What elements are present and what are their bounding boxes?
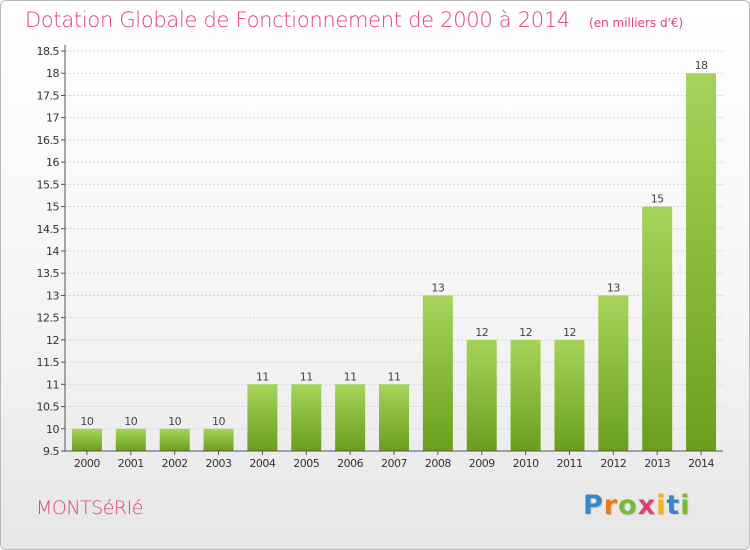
- bar: [71, 428, 102, 451]
- data-label: 12: [519, 326, 532, 339]
- y-tick-label: 13: [46, 289, 59, 302]
- data-label: 12: [475, 326, 488, 339]
- bar: [598, 295, 629, 451]
- y-tick-label: 10: [46, 423, 59, 436]
- y-tick-label: 12: [46, 334, 59, 347]
- logo-letter: P: [583, 490, 604, 521]
- data-label: 11: [344, 370, 357, 383]
- x-tick-label: 2009: [469, 457, 495, 470]
- data-label: 11: [256, 370, 269, 383]
- y-tick-label: 17.5: [37, 89, 60, 102]
- bar: [335, 384, 366, 451]
- chart-title: Dotation Globale de Fonctionnement de 20…: [25, 8, 570, 32]
- y-tick-label: 10.5: [37, 401, 60, 414]
- bars: [71, 73, 717, 451]
- bar: [510, 339, 541, 451]
- logo-letter: t: [666, 490, 681, 521]
- chart-title-block: Dotation Globale de Fonctionnement de 20…: [25, 8, 683, 32]
- x-tick-label: 2008: [425, 457, 451, 470]
- y-tick-label: 16: [46, 156, 59, 169]
- y-tick-label: 14.5: [37, 223, 60, 236]
- x-tick-label: 2014: [688, 457, 714, 470]
- x-tick-label: 2004: [249, 457, 275, 470]
- y-tick-label: 14: [46, 245, 59, 258]
- data-label: 11: [388, 370, 401, 383]
- bar: [115, 428, 146, 451]
- bar: [686, 73, 717, 451]
- y-tick-label: 9.5: [43, 445, 59, 458]
- y-tick-label: 18.5: [37, 45, 60, 58]
- data-label: 18: [695, 59, 708, 72]
- y-tick-label: 11.5: [37, 356, 60, 369]
- bar: [159, 428, 190, 451]
- logo-letter: i: [680, 490, 691, 521]
- y-tick-label: 18: [46, 67, 59, 80]
- unit-note: (en milliers d'€): [589, 16, 684, 30]
- data-label: 10: [80, 415, 93, 428]
- logo-letter: r: [603, 490, 619, 521]
- y-tick-label: 13.5: [37, 267, 60, 280]
- data-label: 10: [168, 415, 181, 428]
- x-tick-label: 2010: [513, 457, 539, 470]
- bar: [554, 339, 585, 451]
- axes: [61, 45, 723, 455]
- y-tick-label: 15: [46, 201, 59, 214]
- bar: [203, 428, 234, 451]
- y-tick-labels: 9.5 10 10.5 11 11.5 12 12.5 13 13.5 14 14.5 15 15.5 1…: [37, 45, 60, 458]
- x-tick-label: 2007: [381, 457, 407, 470]
- data-label: 13: [431, 281, 444, 294]
- x-tick-label: 2002: [162, 457, 188, 470]
- x-tick-label: 2001: [118, 457, 144, 470]
- x-tick-label: 2012: [600, 457, 626, 470]
- proxiti-logo: Proxiti: [583, 490, 691, 521]
- data-label: 13: [607, 281, 620, 294]
- data-labels: 10 10 10 10 11 11 11 11 13 12 12 12 13 15 18: [80, 59, 708, 428]
- x-tick-label: 2000: [74, 457, 100, 470]
- data-label: 10: [124, 415, 137, 428]
- bar: [422, 295, 453, 451]
- bar: [466, 339, 497, 451]
- data-label: 15: [651, 193, 664, 206]
- y-tick-label: 16.5: [37, 134, 60, 147]
- y-tick-label: 17: [46, 112, 59, 125]
- x-tick-label: 2003: [206, 457, 232, 470]
- logo-letter: o: [618, 490, 638, 521]
- logo-letter: i: [656, 490, 667, 521]
- bar: [379, 384, 409, 451]
- x-tick-label: 2006: [337, 457, 363, 470]
- logo-letter: x: [637, 490, 657, 521]
- bar: [247, 384, 278, 451]
- y-tick-label: 15.5: [37, 178, 60, 191]
- bar: [642, 206, 673, 451]
- data-label: 11: [300, 370, 313, 383]
- x-tick-label: 2005: [293, 457, 319, 470]
- x-tick-label: 2011: [556, 457, 582, 470]
- commune-name: MONTSéRIé: [36, 497, 143, 519]
- x-tick-label: 2013: [644, 457, 670, 470]
- bar: [291, 384, 322, 451]
- data-label: 10: [212, 415, 225, 428]
- y-tick-label: 11: [46, 378, 59, 391]
- data-label: 12: [563, 326, 576, 339]
- x-tick-labels: 2000 2001 2002 2003 2004 2005 2006 2007 2008 2009…: [74, 457, 715, 470]
- y-tick-label: 12.5: [37, 312, 60, 325]
